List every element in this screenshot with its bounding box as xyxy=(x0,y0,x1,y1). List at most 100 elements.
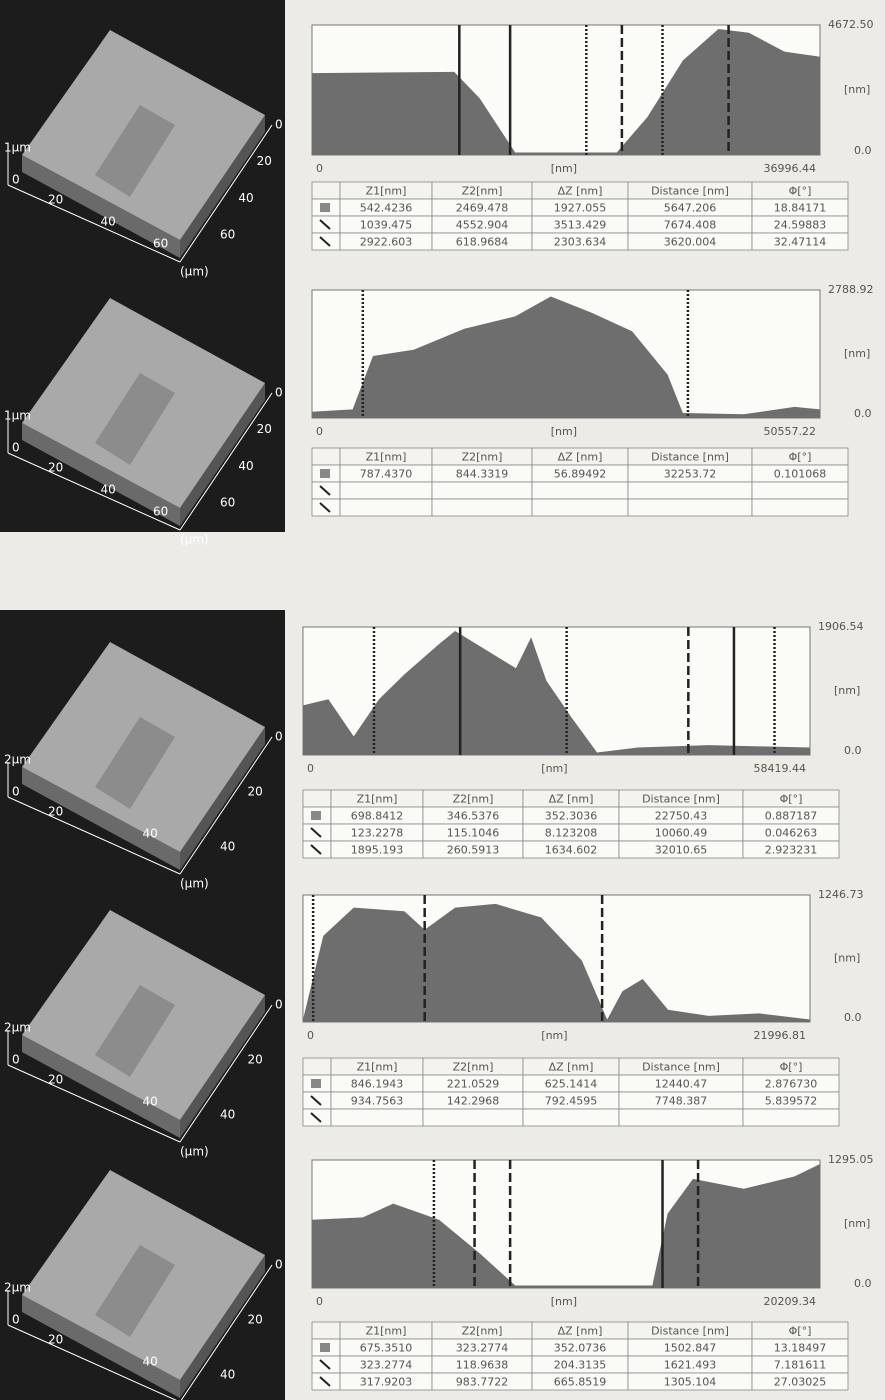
front-tick: 40 xyxy=(143,827,158,841)
table-value: 1895.193 xyxy=(351,844,404,857)
table-header: Φ[°] xyxy=(789,1325,812,1338)
table-value: 32010.65 xyxy=(655,844,708,857)
side-tick: 60 xyxy=(220,228,235,242)
y-min-label: 0.0 xyxy=(854,144,872,157)
table-header: Z2[nm] xyxy=(462,185,503,198)
y-min-label: 0.0 xyxy=(854,1277,872,1290)
row-icon xyxy=(320,1343,330,1352)
table-value: 5.839572 xyxy=(765,1095,818,1108)
table-value: 323.2774 xyxy=(360,1359,413,1372)
row-icon xyxy=(320,469,330,478)
y-max-label: 1906.54 xyxy=(818,620,864,633)
front-tick: 40 xyxy=(143,1095,158,1109)
table-value: 1621.493 xyxy=(664,1359,717,1372)
origin-label: 0 xyxy=(12,1313,20,1327)
table-header: Φ[°] xyxy=(780,1061,803,1074)
x-min-label: 0 xyxy=(316,1295,323,1308)
table-header: Z2[nm] xyxy=(453,793,494,806)
side-tick: 0 xyxy=(275,998,283,1012)
side-tick: 40 xyxy=(220,1108,235,1122)
table-cell xyxy=(303,790,331,807)
table-value: 0.101068 xyxy=(774,468,827,481)
table-value: 7674.408 xyxy=(664,219,717,232)
table-value: 846.1943 xyxy=(351,1078,404,1091)
origin-label: 0 xyxy=(12,441,20,455)
x-unit-label: [nm] xyxy=(551,1295,577,1308)
y-max-label: 2788.92 xyxy=(828,283,874,296)
table-header: Distance [nm] xyxy=(642,793,720,806)
table-header: Distance [nm] xyxy=(651,185,729,198)
front-tick: 40 xyxy=(101,483,116,497)
table-value: 2303.634 xyxy=(554,236,607,249)
table-value: 983.7722 xyxy=(456,1376,509,1389)
table-value: 787.4370 xyxy=(360,468,413,481)
figure: 1µm 0 20 40 60 0 20 40 60 (µm) 4672.50 [nm] 0.0 0 [nm]… xyxy=(0,0,885,1400)
table-value: 32253.72 xyxy=(664,468,717,481)
row-icon xyxy=(311,811,321,820)
z-label: 2µm xyxy=(4,753,31,767)
side-tick: 0 xyxy=(275,386,283,400)
origin-label: 0 xyxy=(12,173,20,187)
table-cell xyxy=(340,482,432,499)
x-min-label: 0 xyxy=(316,425,323,438)
table-value: 32.47114 xyxy=(774,236,827,249)
side-tick: 20 xyxy=(248,1053,263,1067)
y-max-label: 1246.73 xyxy=(818,888,864,901)
table-value: 665.8519 xyxy=(554,1376,607,1389)
table-cell xyxy=(312,1322,340,1339)
front-tick: 20 xyxy=(48,1333,63,1347)
side-tick: 40 xyxy=(238,191,253,205)
y-min-label: 0.0 xyxy=(844,744,862,757)
table-value: 4552.904 xyxy=(456,219,509,232)
front-tick: 60 xyxy=(153,505,168,519)
y-unit-label: [nm] xyxy=(834,684,860,697)
table-value: 56.89492 xyxy=(554,468,607,481)
table-header: Φ[°] xyxy=(789,185,812,198)
unit-label: (µm) xyxy=(180,533,209,547)
table-value: 625.1414 xyxy=(545,1078,598,1091)
x-max-label: 21996.81 xyxy=(754,1029,807,1042)
table-value: 323.2774 xyxy=(456,1342,509,1355)
front-tick: 40 xyxy=(143,1355,158,1369)
table-header: Distance [nm] xyxy=(651,1325,729,1338)
y-max-label: 1295.05 xyxy=(828,1153,874,1166)
table-value: 260.5913 xyxy=(447,844,500,857)
table-value: 204.3135 xyxy=(554,1359,607,1372)
x-min-label: 0 xyxy=(307,1029,314,1042)
z-label: 1µm xyxy=(4,409,31,423)
side-tick: 40 xyxy=(238,459,253,473)
table-header: ΔZ [nm] xyxy=(549,793,594,806)
table-header: Z2[nm] xyxy=(462,1325,503,1338)
origin-label: 0 xyxy=(12,1053,20,1067)
front-tick: 40 xyxy=(101,215,116,229)
front-tick: 60 xyxy=(153,237,168,251)
table-value: 675.3510 xyxy=(360,1342,413,1355)
x-unit-label: [nm] xyxy=(541,762,567,775)
unit-label: (µm) xyxy=(180,1145,209,1159)
unit-label: (µm) xyxy=(180,877,209,891)
x-max-label: 36996.44 xyxy=(764,162,817,175)
table-value: 22750.43 xyxy=(655,810,708,823)
table-value: 24.59883 xyxy=(774,219,827,232)
table-header: Distance [nm] xyxy=(651,451,729,464)
table-cell xyxy=(532,499,628,516)
y-max-label: 4672.50 xyxy=(828,18,874,31)
table-value: 317.9203 xyxy=(360,1376,413,1389)
table-cell xyxy=(312,448,340,465)
table-cell xyxy=(523,1109,619,1126)
table-cell xyxy=(628,499,752,516)
x-unit-label: [nm] xyxy=(541,1029,567,1042)
side-tick: 40 xyxy=(220,1368,235,1382)
table-header: Z1[nm] xyxy=(366,1325,407,1338)
x-unit-label: [nm] xyxy=(551,162,577,175)
front-tick: 20 xyxy=(48,1073,63,1087)
table-cell xyxy=(331,1109,423,1126)
table-header: Z1[nm] xyxy=(366,185,407,198)
side-tick: 60 xyxy=(220,496,235,510)
table-cell xyxy=(340,499,432,516)
table-value: 352.3036 xyxy=(545,810,598,823)
x-max-label: 58419.44 xyxy=(754,762,807,775)
table-cell xyxy=(743,1109,839,1126)
table-header: Φ[°] xyxy=(780,793,803,806)
z-label: 2µm xyxy=(4,1021,31,1035)
